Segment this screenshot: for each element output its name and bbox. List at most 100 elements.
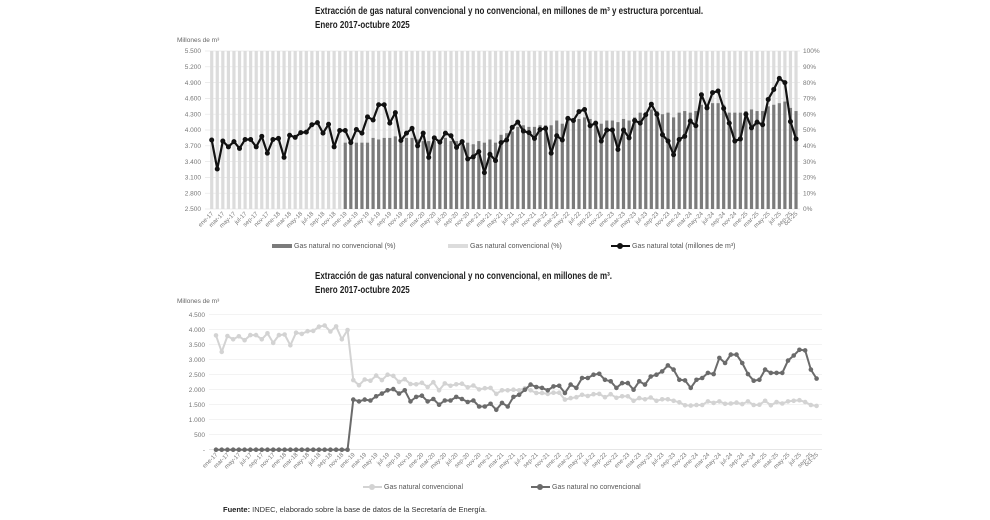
point-marker xyxy=(539,390,545,396)
point-marker xyxy=(734,400,739,405)
point-marker xyxy=(717,399,722,404)
bar-nonconventional-pct xyxy=(766,106,770,209)
point-marker xyxy=(237,145,243,151)
point-marker xyxy=(242,136,248,142)
chart2-title: Extracción de gas natural convencional y… xyxy=(315,271,612,282)
point-marker xyxy=(353,126,359,132)
y2-axis-tick-label: 70% xyxy=(803,96,816,103)
point-marker xyxy=(476,149,482,155)
point-marker xyxy=(511,387,516,393)
point-marker xyxy=(654,111,660,117)
point-marker xyxy=(448,383,453,389)
point-marker xyxy=(717,355,722,361)
y2-axis-tick-label: 10% xyxy=(803,190,816,197)
point-marker xyxy=(721,105,727,111)
point-marker xyxy=(471,383,476,388)
point-marker xyxy=(779,370,785,376)
bar-nonconventional-pct xyxy=(349,141,353,209)
point-marker xyxy=(408,381,413,387)
point-marker xyxy=(785,399,791,404)
point-marker xyxy=(591,391,596,397)
chart1-plot-area: 5.500 100% 5.200 90% 4.900 80% 4.600 70% 4.300 60… xyxy=(185,48,820,229)
bar-conventional-pct xyxy=(560,51,564,124)
point-marker xyxy=(568,382,573,387)
bar-nonconventional-pct xyxy=(599,123,603,209)
point-marker xyxy=(543,125,549,131)
point-marker xyxy=(762,398,768,404)
bar-conventional-pct xyxy=(694,51,698,112)
bar-conventional-pct xyxy=(221,51,225,209)
point-marker xyxy=(413,394,419,400)
bar-conventional-pct xyxy=(493,51,498,143)
bar-conventional-pct xyxy=(371,51,375,138)
point-marker xyxy=(505,388,511,393)
point-marker xyxy=(362,377,368,382)
bar-nonconventional-pct xyxy=(460,141,464,209)
point-marker xyxy=(381,102,387,108)
point-marker xyxy=(465,156,471,162)
bar-conventional-pct xyxy=(460,51,464,142)
bar-nonconventional-pct xyxy=(605,120,609,209)
point-marker xyxy=(379,391,385,396)
bar-conventional-pct xyxy=(254,51,258,209)
bar-conventional-pct xyxy=(276,51,281,209)
bar-conventional-pct xyxy=(505,51,509,134)
chart1-title: Extracción de gas natural convencional y… xyxy=(315,6,704,17)
point-marker xyxy=(305,447,310,453)
point-marker xyxy=(310,328,316,334)
point-marker xyxy=(760,122,766,128)
bar-conventional-pct xyxy=(783,51,787,102)
point-marker xyxy=(437,139,443,145)
bar-conventional-pct xyxy=(210,51,214,209)
point-marker xyxy=(220,138,226,144)
chart2-y-axis-title: Millones de m³ xyxy=(177,298,220,305)
bar-conventional-pct xyxy=(666,51,670,113)
point-marker xyxy=(333,447,339,453)
bar-nonconventional-pct xyxy=(772,104,776,209)
point-marker xyxy=(225,447,230,453)
point-marker xyxy=(281,154,287,160)
chart2-plot-area: 4.500 4.000 3.500 3.000 2.500 2.000 1.500 1.000… xyxy=(189,312,822,471)
bar-nonconventional-pct xyxy=(616,122,620,209)
bar-nonconventional-pct xyxy=(360,142,364,209)
bar-conventional-pct xyxy=(599,51,603,124)
bar-conventional-pct xyxy=(310,51,314,209)
point-marker xyxy=(615,146,621,152)
point-marker xyxy=(442,398,448,403)
bar-conventional-pct xyxy=(410,51,414,138)
point-marker xyxy=(419,380,425,386)
point-marker xyxy=(548,150,554,156)
bar-nonconventional-pct xyxy=(749,109,754,209)
y-axis-tick-label: 5.200 xyxy=(185,64,202,71)
point-marker xyxy=(350,397,356,402)
bar-conventional-pct xyxy=(627,51,631,121)
chart1-legend-item-nonconventional: Gas natural no convencional (%) xyxy=(272,241,396,251)
legend-label: Gas natural no convencional (%) xyxy=(294,242,396,250)
point-marker xyxy=(214,166,220,172)
point-marker xyxy=(425,399,430,404)
bar-conventional-pct xyxy=(532,51,537,127)
point-marker xyxy=(488,401,493,407)
bar-nonconventional-pct xyxy=(399,142,403,209)
point-marker xyxy=(562,390,568,396)
bar-conventional-pct xyxy=(772,51,776,105)
point-marker xyxy=(225,333,230,339)
bar-conventional-pct xyxy=(633,51,637,118)
bar-nonconventional-pct xyxy=(454,141,459,209)
bar-nonconventional-pct xyxy=(510,131,514,209)
point-marker xyxy=(431,396,436,402)
point-marker xyxy=(392,110,398,116)
point-marker xyxy=(270,340,276,346)
bar-conventional-pct xyxy=(232,51,236,209)
point-marker xyxy=(682,133,688,139)
point-marker xyxy=(776,75,782,81)
point-marker xyxy=(793,136,799,142)
chart2-legend-item-nonconventional: Gas natural no convencional xyxy=(531,482,641,492)
bar-conventional-pct xyxy=(766,51,770,107)
bar-nonconventional-pct xyxy=(516,126,520,209)
point-marker xyxy=(619,380,625,386)
bar-conventional-pct xyxy=(226,51,230,209)
bar-conventional-pct xyxy=(488,51,492,140)
point-marker xyxy=(459,139,465,145)
point-marker xyxy=(320,130,326,136)
